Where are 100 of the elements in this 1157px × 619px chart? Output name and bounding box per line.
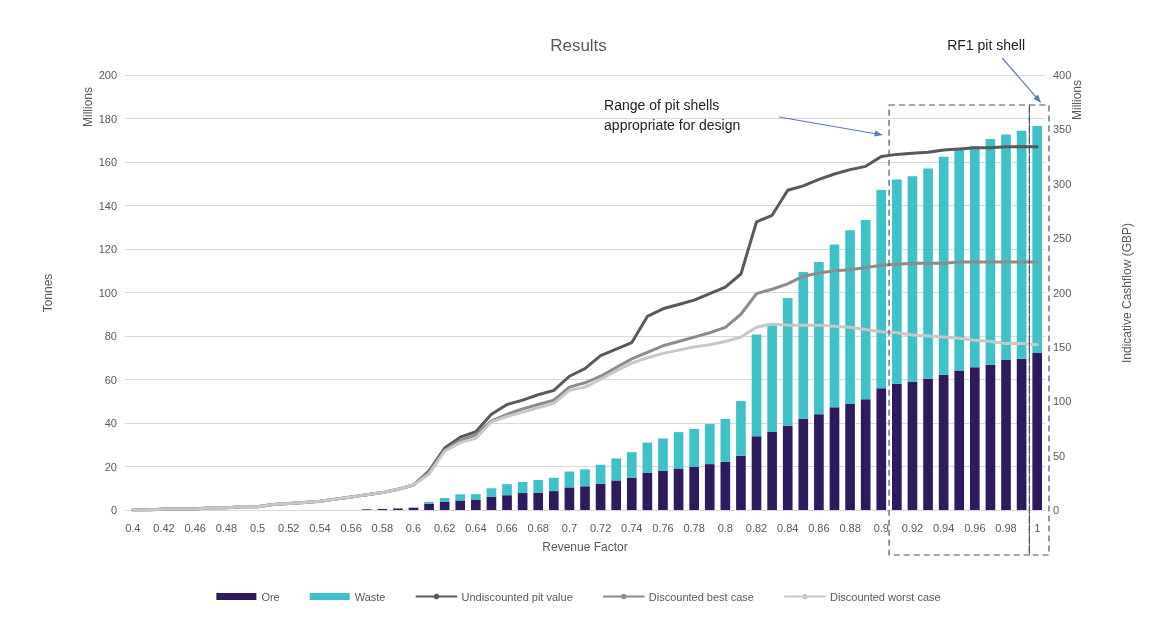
bar: [673, 432, 684, 469]
x-axis-title: Revenue Factor: [542, 540, 628, 554]
bar: [439, 498, 450, 502]
bar: [736, 401, 746, 456]
bar: [892, 383, 902, 510]
chart-title: Results: [550, 36, 607, 55]
bar: [970, 146, 980, 368]
x-tick-label: 1: [1034, 521, 1041, 534]
bar: [876, 190, 887, 389]
bar: [424, 503, 434, 510]
bar: [517, 481, 528, 494]
x-tick-label: 0.58: [371, 521, 393, 534]
bar: [923, 168, 933, 379]
y-tick-label: 40: [104, 417, 117, 429]
x-tick-label: 0.56: [340, 521, 362, 534]
x-tick-label: 0.9: [873, 521, 889, 534]
bar: [689, 428, 699, 467]
bar: [502, 484, 512, 496]
bar: [845, 230, 855, 405]
bar: [720, 418, 731, 462]
bar: [1001, 134, 1011, 360]
bar: [1016, 358, 1027, 510]
bar: [814, 414, 824, 510]
x-tick-label: 0.74: [621, 521, 643, 534]
x-tick-label: 0.4: [125, 521, 141, 534]
bar: [595, 483, 606, 510]
bar: [1001, 359, 1011, 510]
bar: [954, 370, 965, 510]
bar: [720, 461, 731, 510]
bar: [642, 442, 653, 473]
y-tick-label: 120: [98, 243, 117, 255]
bar: [1032, 352, 1043, 510]
bar: [704, 424, 715, 465]
x-tick-label: 0.46: [184, 521, 206, 534]
x-tick-label: 0.8: [717, 521, 733, 534]
bar: [611, 458, 622, 481]
bar: [626, 452, 637, 478]
bar: [548, 477, 559, 492]
x-tick-label: 0.98: [995, 521, 1017, 534]
bar: [736, 455, 746, 510]
bar: [860, 399, 871, 510]
y2-tick-label: 200: [1053, 286, 1072, 299]
bar: [845, 404, 855, 510]
bar: [938, 156, 949, 375]
x-tick-label: 0.92: [901, 521, 924, 534]
y-tick-label: 80: [104, 330, 117, 342]
x-tick-label: 0.64: [465, 521, 487, 534]
y2-tick-label: 350: [1053, 123, 1072, 136]
bar: [580, 469, 590, 487]
legend-label: Waste: [354, 590, 386, 603]
bar: [548, 491, 559, 510]
bar: [970, 367, 980, 510]
y2-tick-label: 100: [1053, 395, 1072, 408]
bar: [595, 464, 606, 484]
x-tick-label: 0.86: [808, 521, 830, 534]
bar: [923, 378, 933, 510]
x-tick-label: 0.52: [278, 521, 300, 534]
legend-label: Undiscounted pit value: [461, 590, 573, 603]
y2-tick-label: 400: [1053, 69, 1072, 81]
x-tick-label: 0.88: [839, 521, 861, 534]
x-tick-label: 0.42: [153, 521, 175, 534]
y-tick-label: 20: [104, 460, 117, 473]
bar: [502, 495, 512, 510]
bar: [767, 323, 777, 432]
bar: [471, 494, 481, 500]
bar: [985, 364, 996, 510]
bar: [642, 472, 653, 510]
x-tick-label: 0.68: [527, 521, 549, 534]
bar: [751, 436, 762, 510]
x-tick-label: 0.5: [249, 521, 266, 534]
bar: [876, 388, 887, 510]
x-tick-label: 0.84: [777, 521, 799, 534]
bar: [767, 431, 777, 510]
bar: [907, 381, 918, 510]
bar: [517, 493, 528, 510]
y-tick-label: 140: [98, 199, 117, 212]
x-tick-label: 0.94: [932, 521, 955, 534]
legend-label: Discounted best case: [648, 590, 754, 603]
y-axis-title: Tonnes: [41, 273, 55, 312]
x-tick-label: 0.62: [433, 521, 456, 534]
bar: [564, 487, 575, 510]
bar: [471, 500, 481, 510]
text: Millions: [81, 86, 95, 128]
legend-label: Ore: [261, 590, 280, 603]
bar: [782, 425, 793, 510]
y-tick-label: 60: [104, 373, 117, 386]
bar: [829, 244, 840, 408]
bar: [829, 407, 840, 510]
bar: [486, 488, 497, 497]
x-tick-label: 0.72: [589, 521, 612, 534]
bar: [798, 272, 809, 419]
bar: [486, 496, 497, 510]
bar: [704, 464, 715, 510]
x-tick-label: 0.48: [215, 521, 238, 534]
bar: [580, 486, 590, 510]
y-tick-label: 0: [110, 504, 117, 516]
x-tick-label: 0.96: [964, 521, 986, 534]
y-tick-label: 160: [98, 156, 117, 168]
y-tick-label: 180: [98, 112, 117, 125]
x-tick-label: 0.7: [561, 521, 578, 534]
